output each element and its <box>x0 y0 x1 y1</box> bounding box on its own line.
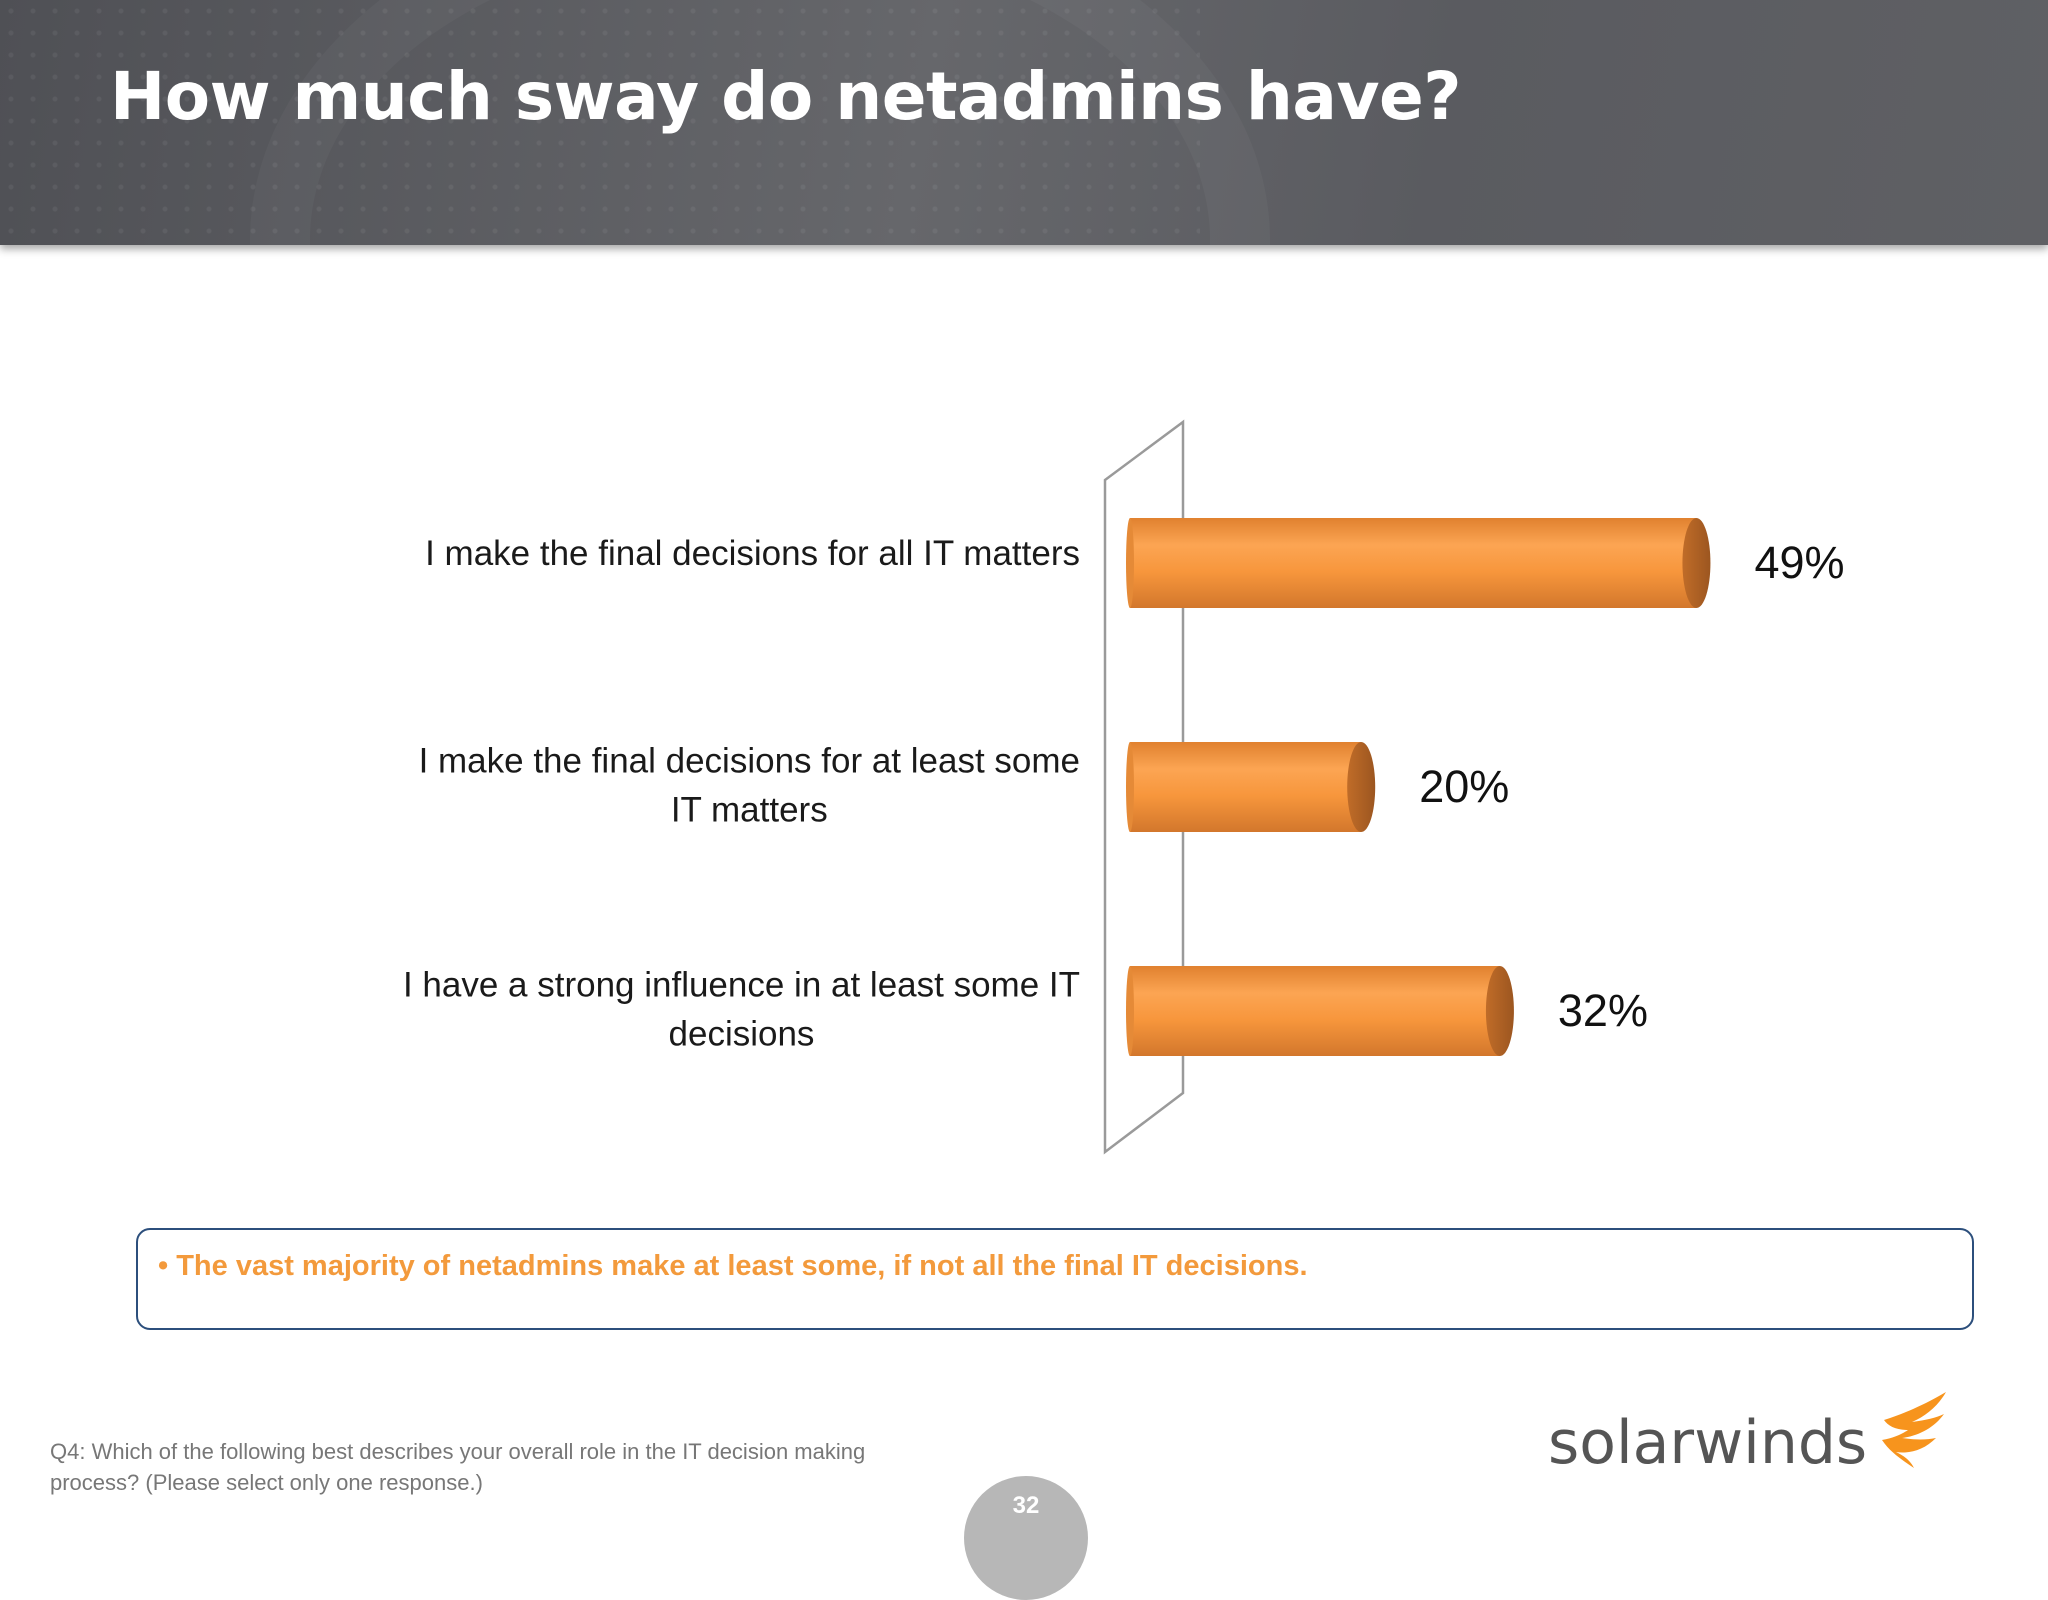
bar-end-cap <box>1682 518 1711 608</box>
category-label: I have a strong influence in at least so… <box>403 966 1080 1054</box>
bar-1 <box>1126 518 1711 608</box>
bar-chart: I make the final decisions for all IT ma… <box>403 419 1845 1155</box>
bar-3 <box>1126 966 1514 1056</box>
value-label: 49% <box>1754 537 1844 588</box>
bar-end-cap <box>1485 966 1514 1056</box>
page-number-badge: 32 <box>964 1476 1088 1600</box>
category-label: I make the final decisions for at least … <box>419 742 1080 830</box>
bar-body <box>1130 742 1362 832</box>
bar-body <box>1130 518 1697 608</box>
bar-body <box>1130 966 1500 1056</box>
slide-header: How much sway do netadmins have? <box>0 0 2048 245</box>
chart-value-labels: 49% 20% 32% <box>1419 537 1844 1036</box>
chart-back-wall <box>1103 419 1185 1155</box>
category-label: I make the final decisions for all IT ma… <box>425 534 1080 573</box>
key-finding-text: • The vast majority of netadmins make at… <box>158 1250 1308 1282</box>
page-number: 32 <box>1012 1492 1040 1519</box>
bar-2 <box>1126 742 1376 832</box>
chart-axis-wall <box>1103 419 1185 1155</box>
chart-bars <box>1126 518 1711 1056</box>
header-dot-pattern <box>0 0 1200 245</box>
solarwinds-logo: solarwinds <box>1548 1390 1948 1500</box>
bar-start-cap <box>1126 518 1134 608</box>
value-label: 32% <box>1558 985 1648 1036</box>
bar-end-cap <box>1347 742 1376 832</box>
key-finding-callout: • The vast majority of netadmins make at… <box>136 1228 1974 1330</box>
value-label: 20% <box>1419 761 1509 812</box>
slide-title: How much sway do netadmins have? <box>110 58 1462 135</box>
bar-start-cap <box>1126 966 1134 1056</box>
chart-category-labels: I make the final decisions for all IT ma… <box>403 534 1080 1054</box>
survey-question-footnote: Q4: Which of the following best describe… <box>50 1439 866 1495</box>
bar-start-cap <box>1126 742 1134 832</box>
logo-wordmark: solarwinds <box>1548 1408 1868 1478</box>
flame-icon <box>1882 1392 1946 1468</box>
